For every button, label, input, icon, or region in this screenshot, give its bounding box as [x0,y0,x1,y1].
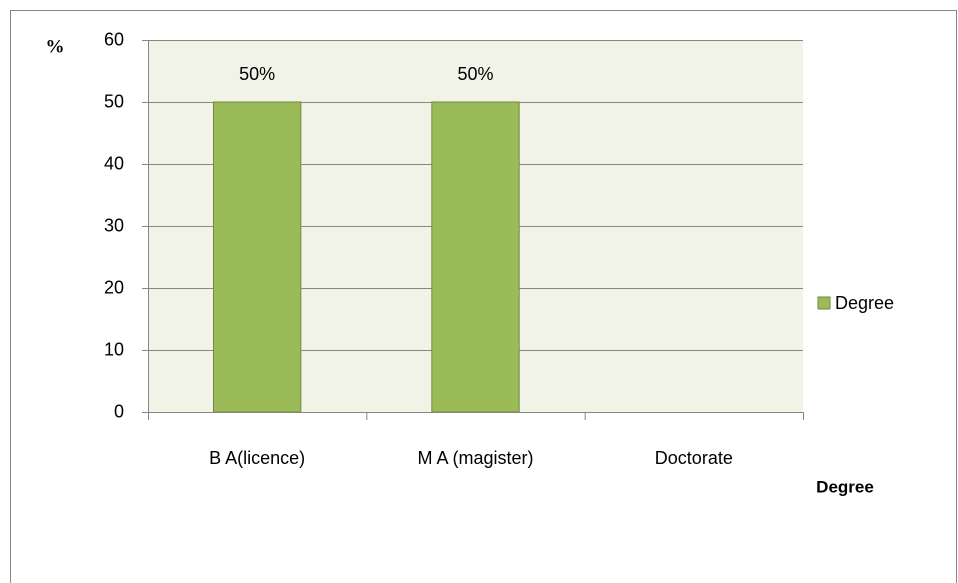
y-tick-label: 20 [104,277,124,297]
y-tick-label: 40 [104,153,124,173]
x-axis-label: Degree [816,477,874,496]
data-label: 50% [239,64,275,84]
y-tick-label: 50 [104,91,124,111]
x-tick-label: B A(licence) [209,448,305,468]
bar [431,101,520,413]
y-tick-label: 10 [104,339,124,359]
y-tick-label: 0 [114,401,124,421]
legend-swatch [817,296,831,310]
y-axis-label: % [46,36,65,57]
y-tick-label: 60 [104,29,124,49]
bar [213,101,302,413]
x-tick-label: M A (magister) [417,448,533,468]
legend-label: Degree [835,293,894,313]
x-tick-label: Doctorate [655,448,733,468]
y-tick-label: 30 [104,215,124,235]
data-label: 50% [457,64,493,84]
